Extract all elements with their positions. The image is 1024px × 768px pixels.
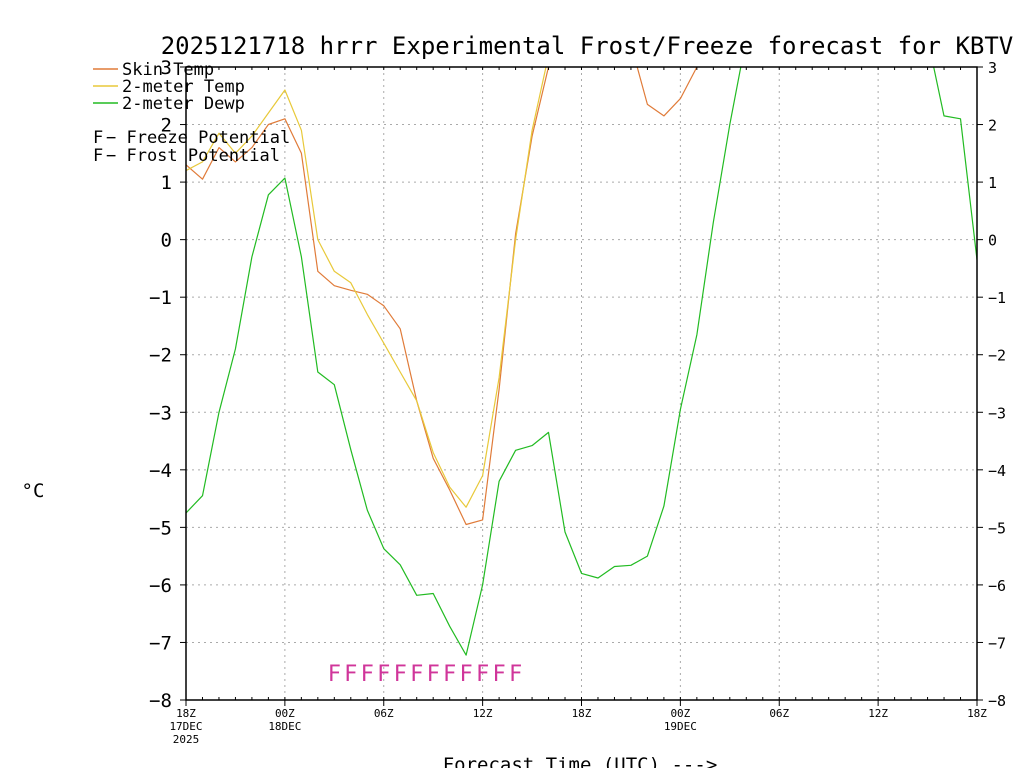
freeze-flag: F <box>410 662 423 687</box>
y-axis-label: °C <box>22 480 45 502</box>
chart-title: 2025121718 hrrr Experimental Frost/Freez… <box>161 32 1014 60</box>
freeze-flag: F <box>377 662 390 687</box>
freeze-flag: F <box>361 662 374 687</box>
x-tick-label: 2025 <box>173 733 200 746</box>
freeze-flag: F <box>427 662 440 687</box>
x-tick-label: 06Z <box>374 707 394 720</box>
freeze-flag: F <box>328 662 341 687</box>
x-tick-label: 18Z <box>176 707 196 720</box>
potential-legend-text: − Freeze Potential <box>106 128 290 148</box>
y-tick-label-right: 0 <box>988 232 997 250</box>
axis-ticks: 3 3 2 2 1 1 0 0 −1 −1 −2 −2 −3 −3 −4 −4 −5 −5 −6 −6 −7 −7 −8 −8… <box>149 57 1006 746</box>
x-tick-label: 00Z <box>670 707 690 720</box>
x-tick-label: 18Z <box>967 707 987 720</box>
y-tick-label-left: −5 <box>149 517 172 539</box>
y-tick-label-left: −4 <box>149 460 172 482</box>
legend-entry: 2-meter Dewp <box>122 94 245 114</box>
y-tick-label-left: −8 <box>149 690 172 712</box>
grid <box>186 67 977 700</box>
freeze-flag: F <box>460 662 473 687</box>
y-tick-label-right: 2 <box>988 117 997 135</box>
y-tick-label-left: −3 <box>149 402 172 424</box>
y-tick-label-right: −7 <box>988 634 1006 652</box>
y-tick-label-left: −1 <box>149 287 172 309</box>
y-tick-label-right: −8 <box>988 692 1006 710</box>
y-tick-label-right: −3 <box>988 404 1006 422</box>
y-tick-label-left: 0 <box>161 230 172 252</box>
y-tick-label-left: 2 <box>161 115 172 137</box>
x-tick-label: 18DEC <box>268 720 301 733</box>
freeze-flag: F <box>443 662 456 687</box>
y-tick-label-right: −4 <box>988 462 1006 480</box>
x-tick-label: 19DEC <box>664 720 697 733</box>
x-tick-label: 12Z <box>473 707 493 720</box>
y-tick-label-left: 3 <box>161 57 172 79</box>
x-tick-label: 06Z <box>769 707 789 720</box>
freeze-flag: F <box>476 662 489 687</box>
y-tick-label-right: −5 <box>988 519 1006 537</box>
potential-legend-symbol: F <box>93 146 103 166</box>
x-axis-label: Forecast Time (UTC) ---> <box>443 754 718 768</box>
y-tick-label-right: −2 <box>988 347 1006 365</box>
y-tick-label-left: −6 <box>149 575 172 597</box>
y-tick-label-right: 3 <box>988 59 997 77</box>
potential-legend-symbol: F <box>93 128 103 148</box>
freeze-flag: F <box>492 662 505 687</box>
series-line-skin-temp <box>186 67 698 526</box>
series-lines <box>186 67 977 656</box>
y-tick-label-right: −1 <box>988 289 1006 307</box>
y-tick-label-left: 1 <box>161 172 172 194</box>
legend-entry: 2-meter Temp <box>122 77 245 97</box>
x-tick-label: 17DEC <box>169 720 202 733</box>
legend-entry: Skin Temp <box>122 60 214 80</box>
x-tick-label: 00Z <box>275 707 295 720</box>
y-tick-label-left: −2 <box>149 345 172 367</box>
freeze-flag: F <box>394 662 407 687</box>
plot-frame <box>185 66 978 701</box>
freeze-flag: F <box>509 662 522 687</box>
series-line-2-meter-temp <box>186 67 547 508</box>
y-tick-label-left: −7 <box>149 632 172 654</box>
y-tick-label-right: 1 <box>988 174 997 192</box>
freeze-flag: F <box>344 662 357 687</box>
x-tick-label: 12Z <box>868 707 888 720</box>
x-tick-label: 18Z <box>572 707 592 720</box>
potential-legend-text: − Frost Potential <box>106 146 280 166</box>
series-line-2-meter-dewp <box>186 67 977 656</box>
y-tick-label-right: −6 <box>988 577 1006 595</box>
